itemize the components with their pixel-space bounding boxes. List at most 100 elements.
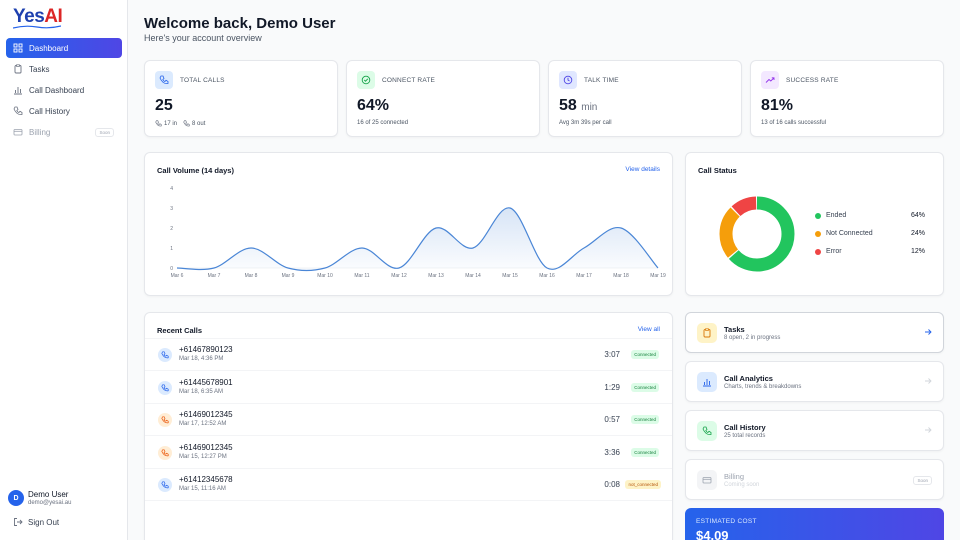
stat-sub: Avg 3m 39s per call <box>559 120 612 126</box>
x-tick-label: Mar 15 <box>502 273 518 279</box>
status-badge: Connected <box>631 415 659 424</box>
status-badge: Connected <box>631 350 659 359</box>
phone-outgoing-icon <box>183 120 190 127</box>
call-row[interactable]: +61469012345 Mar 17, 12:52 AM 0:57 Connecte… <box>145 404 672 436</box>
shortcut-tasks[interactable]: Tasks 8 open, 2 in progress <box>685 312 944 353</box>
call-time: Mar 18, 6:35 AM <box>179 388 224 395</box>
call-number: +61469012345 <box>179 442 233 452</box>
x-tick-label: Mar 18 <box>613 273 629 279</box>
legend-not-connected: Not Connected 24% <box>815 230 925 237</box>
x-tick-label: Mar 10 <box>317 273 333 279</box>
user-profile[interactable]: D Demo User demo@yesai.au <box>8 490 71 506</box>
stat-value: 58 min <box>559 97 598 114</box>
stat-value: 25 <box>155 97 173 114</box>
shortcut-title: Call Analytics <box>724 374 773 383</box>
call-time: Mar 17, 12:52 AM <box>179 421 227 427</box>
shortcut-sub: Charts, trends & breakdowns <box>724 384 802 390</box>
shortcut-call-analytics[interactable]: Call Analytics Charts, trends & breakdow… <box>685 361 944 402</box>
phone-icon <box>13 106 23 116</box>
clipboard-icon <box>697 323 717 343</box>
call-row[interactable]: +61445678901 Mar 18, 6:35 AM 1:29 Connected <box>145 372 672 404</box>
call-number: +61469012345 <box>179 410 233 419</box>
card-icon <box>697 470 717 490</box>
status-badge: Connected <box>631 447 659 457</box>
shortcut-title: Billing <box>724 472 745 481</box>
stat-value: 64% <box>357 97 390 114</box>
phone-outgoing-icon <box>158 413 172 427</box>
sidebar-item-label: Dashboard <box>29 43 69 53</box>
stat-label: CONNECT RATE <box>382 77 436 84</box>
shortcut-sub: Coming soon <box>724 482 760 488</box>
phone-outgoing-icon <box>158 445 172 460</box>
stat-sub: 13 of 16 calls successful <box>761 120 827 126</box>
clipboard-icon <box>13 64 23 74</box>
check-circle-icon <box>357 71 375 89</box>
phone-incoming-icon <box>158 478 172 492</box>
x-tick-label: Mar 12 <box>391 273 407 279</box>
call-row[interactable]: +61412345678 Mar 15, 11:16 AM 0:08 not_conn… <box>145 469 672 501</box>
shortcut-billing: Billing Coming soon Soon <box>685 459 944 500</box>
x-tick-label: Mar 8 <box>245 273 258 279</box>
donut-slice-ended[interactable] <box>719 196 795 272</box>
bar-chart-icon <box>13 85 23 95</box>
legend-dot <box>815 212 821 219</box>
sidebar-item-billing[interactable]: Billing Soon <box>6 122 122 142</box>
call-duration: 3:36 <box>604 447 620 457</box>
recent-calls-card: Recent Calls View all +61467890123 Mar 18… <box>144 312 673 540</box>
shortcut-sub: 8 open, 2 in progress <box>724 335 781 341</box>
call-number: +61445678901 <box>179 377 233 387</box>
card-title: Call Volume (14 days) <box>157 166 234 175</box>
stat-card-total-calls: TOTAL CALLS 25 17 in 8 out <box>144 60 338 137</box>
sidebar: YesAI Dashboard Tasks Call Dashboard Cal… <box>0 0 128 540</box>
sidebar-item-tasks[interactable]: Tasks <box>6 59 122 79</box>
call-duration: 0:08 <box>604 480 620 489</box>
phone-icon <box>697 421 717 441</box>
series-line <box>176 207 659 272</box>
card-icon <box>13 127 23 137</box>
sidebar-item-call-dashboard[interactable]: Call Dashboard <box>6 80 122 100</box>
cost-value: $4.09 <box>696 528 729 540</box>
donut-slice-not-connected[interactable] <box>719 196 795 272</box>
call-duration: 0:57 <box>604 415 620 424</box>
area-fill <box>177 207 658 271</box>
shortcut-title: Call History <box>724 423 766 432</box>
stat-sub: 16 of 25 connected <box>357 120 409 126</box>
card-title: Recent Calls <box>157 326 203 335</box>
stat-label: TALK TIME <box>584 77 619 84</box>
estimated-cost-card[interactable]: ESTIMATED COST $4.09 <box>685 508 944 540</box>
arrow-right-icon <box>924 377 932 385</box>
call-row[interactable]: +61467890123 Mar 18, 4:36 PM 3:07 Connected <box>145 339 672 371</box>
shortcut-call-history[interactable]: Call History 25 total records <box>685 410 944 451</box>
view-all-link[interactable]: View all <box>637 326 660 333</box>
y-tick-label: 0 <box>170 266 173 272</box>
x-tick-label: Mar 17 <box>576 273 592 279</box>
call-number: +61412345678 <box>179 475 233 484</box>
view-details-link[interactable]: View details <box>625 166 660 173</box>
user-name: Demo User <box>28 490 69 499</box>
sidebar-item-label: Billing <box>29 127 51 137</box>
call-number: +61467890123 <box>179 345 233 354</box>
phone-icon <box>155 71 173 89</box>
soon-badge: Soon <box>95 127 114 137</box>
call-time: Mar 15, 11:16 AM <box>179 486 226 492</box>
y-tick-label: 2 <box>170 226 173 232</box>
sign-out-button[interactable]: Sign Out <box>13 517 59 527</box>
grid-icon <box>13 43 23 53</box>
x-tick-label: Mar 6 <box>171 273 184 279</box>
phone-incoming-icon <box>158 380 172 395</box>
arrow-right-icon <box>924 426 932 434</box>
page-subtitle: Here's your account overview <box>144 33 262 43</box>
sidebar-item-dashboard[interactable]: Dashboard <box>6 38 122 58</box>
call-time: Mar 15, 12:27 PM <box>179 453 227 460</box>
brand-logo[interactable]: YesAI <box>13 6 63 27</box>
trending-up-icon <box>761 71 779 89</box>
sign-out-label: Sign Out <box>28 517 60 527</box>
call-row[interactable]: +61469012345 Mar 15, 12:27 PM 3:36 Connecte… <box>145 437 672 469</box>
sidebar-item-call-history[interactable]: Call History <box>6 101 122 121</box>
legend-error: Error 12% <box>815 248 925 255</box>
stat-label: TOTAL CALLS <box>180 77 225 84</box>
logo-wave-icon <box>13 25 61 29</box>
stat-value: 81% <box>761 97 794 114</box>
call-duration: 3:07 <box>604 350 620 359</box>
stat-sub: 17 in 8 out <box>155 120 205 127</box>
